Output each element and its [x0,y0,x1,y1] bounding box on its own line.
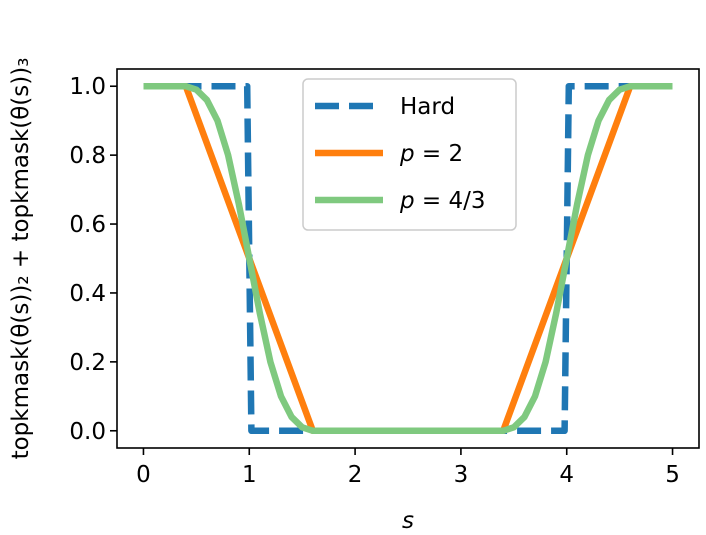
axes-layer: 0 1 2 3 4 5 0.0 0.2 0.4 0.6 0.8 1.0 [69,68,700,488]
x-tick-label: 2 [348,462,363,488]
y-tick-label: 0.2 [69,350,106,376]
y-axis-label: topkmask(θ(s))₂ + topkmask(θ(s))₃ [8,58,34,460]
y-tick-label: 0.0 [69,419,106,445]
y-tick-label: 1.0 [69,74,106,100]
legend-label: p = 2 [399,141,463,167]
series-line-2 [143,82,673,435]
legend-label: Hard [400,94,455,120]
x-axis-label: s [402,508,414,534]
series-line-0 [143,82,673,435]
legend-box [302,78,517,231]
x-tick-label: 4 [559,462,574,488]
plot-frame [116,68,700,449]
y-tick-label: 0.4 [69,281,106,307]
series-layer [143,82,673,435]
y-tick-label: 0.6 [69,212,106,238]
x-tick-label: 1 [242,462,257,488]
legend-label: p = 4/3 [399,188,486,214]
x-tick-label: 3 [454,462,469,488]
legend: Hard p = 2 p = 4/3 [302,78,517,231]
x-tick-label: 5 [665,462,680,488]
x-tick-label: 0 [136,462,151,488]
y-tick-label: 0.8 [69,143,106,169]
